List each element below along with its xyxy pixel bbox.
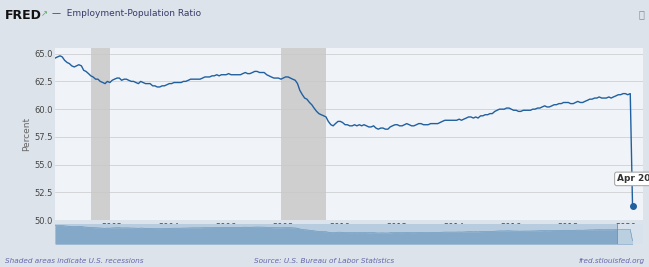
Text: ↗: ↗	[41, 9, 48, 18]
Bar	[617, 224, 643, 244]
Bar	[91, 48, 110, 220]
Bar	[281, 48, 326, 220]
Text: Apr 2020: 51.3: Apr 2020: 51.3	[617, 174, 649, 183]
Text: fred.stlouisfed.org: fred.stlouisfed.org	[578, 258, 644, 264]
Y-axis label: Percent: Percent	[22, 117, 31, 151]
Text: ⤢: ⤢	[639, 9, 644, 19]
Text: Shaded areas indicate U.S. recessions: Shaded areas indicate U.S. recessions	[5, 258, 143, 264]
Text: FRED: FRED	[5, 9, 42, 22]
Text: —  Employment-Population Ratio: — Employment-Population Ratio	[52, 9, 201, 18]
Text: Source: U.S. Bureau of Labor Statistics: Source: U.S. Bureau of Labor Statistics	[254, 258, 395, 264]
